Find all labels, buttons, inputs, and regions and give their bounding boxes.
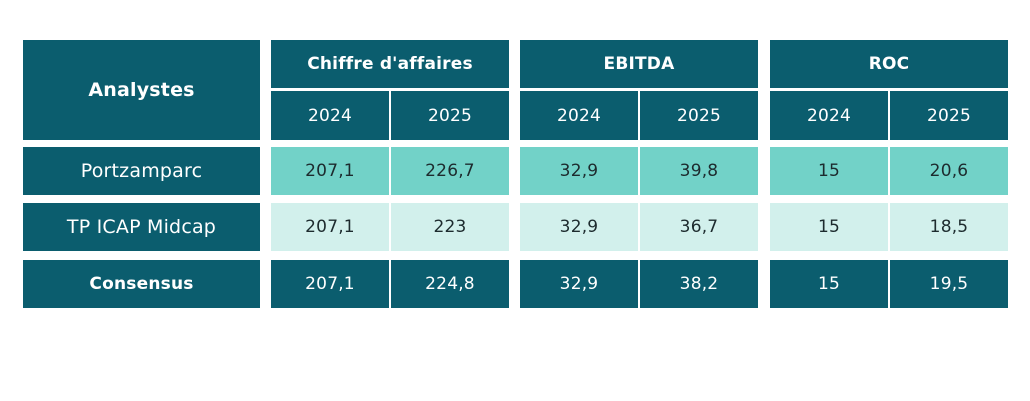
year-header: 2025	[391, 91, 509, 140]
row-label-portzamparc: Portzamparc	[23, 147, 260, 195]
value-cell: 207,1	[271, 260, 389, 308]
value-cell: 207,1	[271, 147, 389, 195]
value-cell: 32,9	[520, 203, 638, 251]
value-cell: 207,1	[271, 203, 389, 251]
value-cell: 39,8	[640, 147, 758, 195]
value-cell: 226,7	[391, 147, 509, 195]
row-label-consensus: Consensus	[23, 260, 260, 308]
value-cell: 20,6	[890, 147, 1008, 195]
group-header-ebitda: EBITDA	[520, 40, 758, 88]
year-header: 2024	[271, 91, 389, 140]
value-cell: 32,9	[520, 260, 638, 308]
value-cell: 15	[770, 260, 888, 308]
group-header-revenue: Chiffre d'affaires	[271, 40, 509, 88]
group-header-roc: ROC	[770, 40, 1008, 88]
year-header: 2025	[890, 91, 1008, 140]
value-cell: 32,9	[520, 147, 638, 195]
value-cell: 15	[770, 203, 888, 251]
year-header: 2024	[520, 91, 638, 140]
value-cell: 15	[770, 147, 888, 195]
value-cell: 18,5	[890, 203, 1008, 251]
year-header: 2024	[770, 91, 888, 140]
value-cell: 224,8	[391, 260, 509, 308]
value-cell: 36,7	[640, 203, 758, 251]
value-cell: 223	[391, 203, 509, 251]
value-cell: 19,5	[890, 260, 1008, 308]
analysts-header: Analystes	[23, 40, 260, 140]
row-label-tp-icap-midcap: TP ICAP Midcap	[23, 203, 260, 251]
value-cell: 38,2	[640, 260, 758, 308]
year-header: 2025	[640, 91, 758, 140]
